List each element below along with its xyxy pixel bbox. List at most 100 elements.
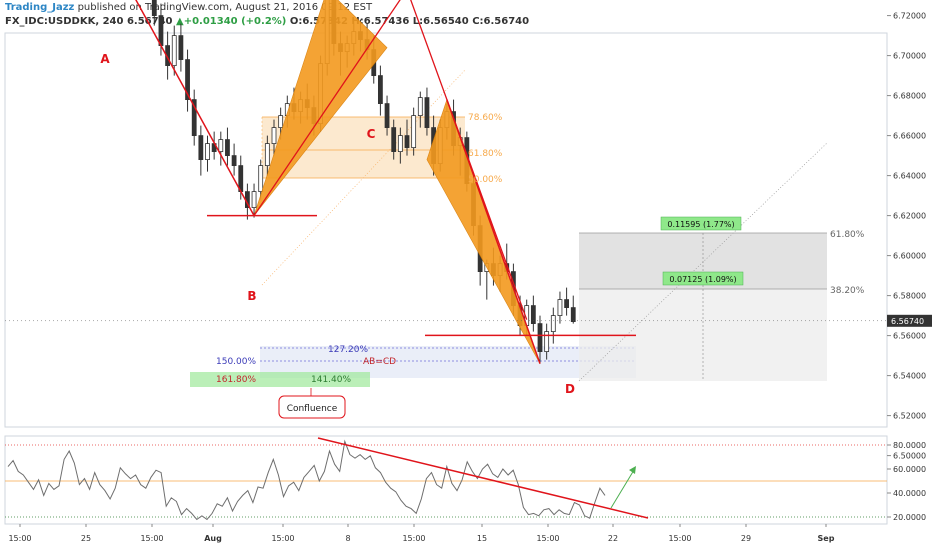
confluence-callout: [278, 395, 346, 419]
target-level-label: 38.20%: [830, 286, 865, 296]
candle-body: [557, 299, 563, 317]
candle-body: [231, 155, 237, 167]
candle-body: [278, 115, 284, 128]
candle-body: [271, 127, 277, 144]
y-tick-label: 6.66000: [893, 132, 926, 141]
candle-body: [178, 35, 184, 60]
candle-body: [225, 139, 230, 157]
y-tick-label: 6.70000: [893, 52, 926, 61]
y-tick-label: 6.62000: [893, 212, 926, 221]
x-tick-label: Sep: [818, 534, 835, 543]
y-tick-label: 6.72000: [893, 12, 926, 21]
x-tick-label: 22: [608, 534, 618, 543]
publish-info: published on TradingView.com, August 21,…: [77, 2, 373, 13]
ext-161-label: 161.80%: [216, 375, 256, 385]
candle-body: [377, 75, 383, 104]
x-tick-label: 15: [477, 534, 487, 543]
x-tick-label: 15:00: [668, 534, 691, 543]
x-tick-label: 8: [345, 534, 350, 543]
harmonic-pattern: [135, 0, 636, 364]
xc-line: [253, 0, 401, 216]
ext-127-label: 127.20%: [328, 345, 368, 355]
candle-body: [397, 135, 403, 153]
cd-leg: [446, 99, 541, 364]
publish-line: Trading_Jazz published on TradingView.co…: [5, 2, 372, 13]
y-tick-label: 6.60000: [893, 252, 926, 261]
x-tick-label: 15:00: [402, 534, 425, 543]
x-tick-label: 15:00: [8, 534, 31, 543]
ret-141-label: 141.40%: [311, 375, 351, 385]
candle-body: [564, 299, 569, 309]
candle-body: [391, 127, 397, 152]
change-value: +0.01340 (+0.2%): [183, 16, 287, 27]
high-value: H:6.57436: [351, 16, 410, 27]
confluence-zone: [190, 372, 370, 387]
pattern-point-label: B: [247, 289, 256, 303]
candle-body: [258, 165, 264, 193]
candle-body: [151, 0, 157, 16]
low-value: L:6.56540: [412, 16, 469, 27]
pattern-point-label: A: [100, 52, 110, 66]
rsi-trendline: [317, 437, 649, 519]
pattern-triangle-bc: [253, 0, 388, 216]
symbol-label[interactable]: FX_IDC:USDDKK, 240: [5, 16, 124, 27]
rsi-pane-frame: [4, 435, 888, 525]
candle-body: [570, 307, 576, 323]
x-tick-label: 15:00: [140, 534, 163, 543]
candle-body: [544, 331, 550, 353]
fib-level-label: 61.80%: [468, 149, 503, 159]
y-tick-label: 6.50000: [893, 452, 926, 461]
candle-body: [417, 97, 423, 116]
rsi-breakout-arrow: [610, 469, 635, 509]
x-tick-label: 29: [741, 534, 751, 543]
candle-body: [384, 103, 390, 128]
target-level-label: 61.80%: [830, 230, 865, 240]
gain-badge: [660, 216, 742, 231]
candle-body: [537, 323, 543, 353]
last-price: 6.56740: [126, 16, 173, 27]
candle-body: [205, 143, 210, 161]
xc-projection-line: [261, 69, 466, 286]
candle-body: [251, 191, 257, 209]
gain-badge-label: 0.11595 (1.77%): [667, 220, 734, 229]
rsi-y-tick-label: 40.0000: [893, 489, 926, 498]
candle-body: [411, 115, 417, 148]
last-price-tag: [887, 314, 932, 327]
target-projection-line: [578, 142, 828, 382]
candlesticks: [151, 0, 576, 364]
ext-150-label: 150.00%: [216, 357, 256, 367]
drawing-labels: A B C D 78.60% 61.80% 50.00% 127.20% 150.00% 161.…: [100, 52, 865, 419]
rsi-y-tick-label: 60.0000: [893, 465, 926, 474]
candle-body: [264, 143, 270, 167]
gain-badge: [662, 271, 744, 286]
y-tick-label: 6.56000: [893, 332, 926, 341]
y-tick-label: 6.52000: [893, 412, 926, 421]
rsi-y-tick-label: 20.0000: [893, 513, 926, 522]
candle-body: [171, 35, 177, 66]
rsi-line: [7, 439, 606, 521]
last-price-tag-label: 6.56740: [891, 317, 924, 326]
axes: 6.820006.800006.780006.760006.740006.720…: [5, 12, 932, 543]
y-tick-label: 6.64000: [893, 172, 926, 181]
rsi-y-tick-label: 80.0000: [893, 441, 926, 450]
x-tick-label: 15:00: [271, 534, 294, 543]
confluence-label: Confluence: [287, 404, 338, 414]
change-up-icon: ▲: [176, 16, 184, 27]
grid: [4, 32, 888, 525]
candle-body: [198, 135, 204, 161]
author-link[interactable]: Trading_Jazz: [5, 2, 75, 13]
pattern-point-label: D: [565, 382, 575, 396]
rsi-pane: [5, 437, 887, 521]
y-tick-label: 6.54000: [893, 372, 926, 381]
candle-body: [424, 97, 430, 128]
y-tick-label: 6.68000: [893, 92, 926, 101]
x-tick-label: 15:00: [536, 534, 559, 543]
gain-badge-label: 0.07125 (1.09%): [669, 275, 736, 284]
rsi-arrow-head-icon: [629, 466, 636, 474]
abcd-label: AB=CD: [363, 357, 396, 367]
ab-leg: [135, 0, 255, 216]
candle-body: [404, 135, 410, 149]
candle-body: [191, 99, 197, 136]
candle-body: [530, 305, 536, 325]
